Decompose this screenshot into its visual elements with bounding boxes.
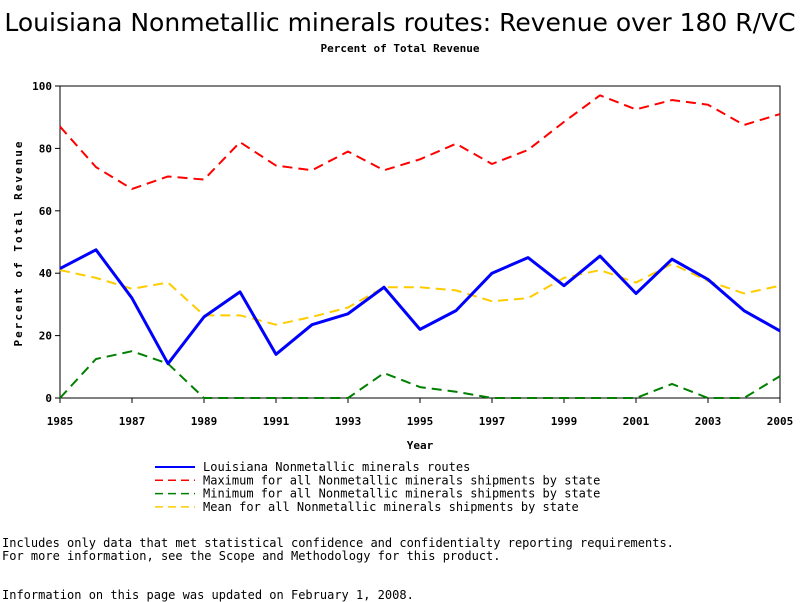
chart-title: Louisiana Nonmetallic minerals routes: R… — [4, 8, 796, 37]
x-tick-label: 1991 — [263, 415, 290, 428]
y-tick-label: 100 — [32, 80, 52, 93]
x-tick-label: 2005 — [767, 415, 794, 428]
series-line-0 — [59, 248, 781, 366]
x-tick-label: 1985 — [47, 415, 74, 428]
y-tick-label: 20 — [39, 330, 52, 343]
y-axis-label: Percent of Total Revenue — [12, 140, 25, 347]
methodology-note: For more information, see the Scope and … — [2, 549, 501, 563]
series-line-2 — [59, 350, 781, 399]
legend-label-3: Mean for all Nonmetallic minerals shipme… — [203, 500, 579, 514]
legend-label-0: Louisiana Nonmetallic minerals routes — [203, 460, 470, 474]
y-tick-label: 40 — [39, 267, 52, 280]
update-note: Information on this page was updated on … — [2, 588, 414, 602]
chart-subtitle: Percent of Total Revenue — [320, 42, 480, 55]
y-axis-ticks: 0 20 40 60 80 100 — [32, 80, 60, 405]
y-tick-label: 0 — [45, 392, 52, 405]
plot-frame — [59, 85, 781, 399]
legend-label-1: Maximum for all Nonmetallic minerals shi… — [203, 473, 600, 487]
x-tick-label: 1993 — [335, 415, 362, 428]
x-axis-label: Year — [407, 439, 434, 452]
plot-area — [59, 85, 781, 399]
y-tick-label: 60 — [39, 205, 52, 218]
y-tick-label: 80 — [39, 142, 52, 155]
legend-label-2: Minimum for all Nonmetallic minerals shi… — [203, 487, 600, 501]
x-tick-label: 2003 — [695, 415, 722, 428]
x-tick-label: 1989 — [191, 415, 218, 428]
x-tick-label: 1997 — [479, 415, 506, 428]
x-tick-label: 1987 — [119, 415, 146, 428]
x-tick-label: 1995 — [407, 415, 434, 428]
series-layer — [59, 94, 781, 399]
confidence-note: Includes only data that met statistical … — [2, 536, 674, 550]
x-tick-label: 1999 — [551, 415, 578, 428]
series-line-1 — [59, 94, 781, 190]
x-tick-label: 2001 — [623, 415, 650, 428]
legend: Louisiana Nonmetallic minerals routesMax… — [155, 460, 600, 514]
x-axis-ticks: 1985 1987 1989 1991 1993 1995 1997 1999 2001 2003… — [47, 398, 794, 428]
series-line-3 — [59, 262, 781, 326]
